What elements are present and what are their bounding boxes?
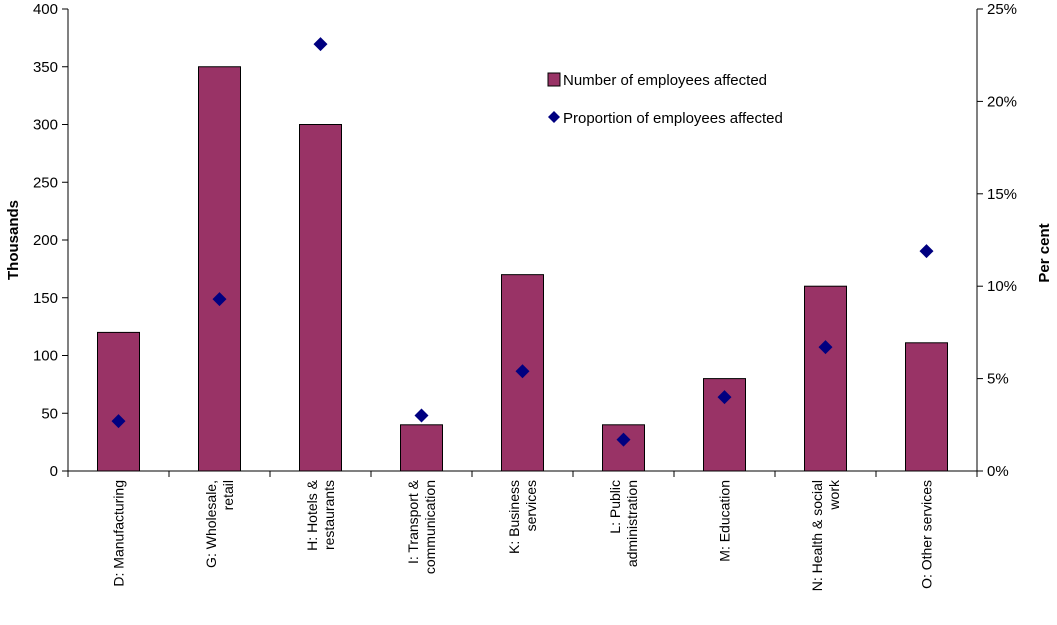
category-label: L: Public [607, 480, 623, 534]
bar [905, 342, 948, 472]
bar [97, 331, 140, 472]
category-label: restaurants [321, 480, 337, 550]
left-tick-label: 350 [33, 59, 58, 76]
left-axis-ticks: 0 50 100 150 200 250 300 350 400 [33, 1, 68, 480]
bar [804, 285, 847, 472]
right-tick-label: 25% [987, 1, 1017, 18]
legend-diamond-swatch [548, 111, 560, 123]
category-labels: D: Manufacturing G: Wholesale, retail H: Ho… [111, 479, 935, 591]
category-label: M: Education [717, 480, 733, 562]
legend-diamond-label: Proportion of employees affected [563, 110, 783, 127]
diamond-point [515, 364, 530, 379]
diamond-point [111, 414, 126, 429]
right-axis-title: Per cent [1036, 223, 1053, 282]
category-label: D: Manufacturing [111, 480, 127, 587]
diamond-point [919, 244, 934, 259]
diamond-point [616, 432, 631, 447]
point-series [111, 37, 934, 447]
legend-bar-swatch [547, 72, 561, 87]
bar [400, 424, 443, 472]
category-label: H: Hotels & [304, 479, 320, 550]
category-label: retail [220, 480, 236, 510]
left-tick-label: 100 [33, 348, 58, 365]
right-tick-label: 20% [987, 93, 1017, 110]
left-tick-label: 0 [50, 463, 58, 480]
left-tick-label: 250 [33, 174, 58, 191]
diamond-point [818, 340, 833, 355]
left-tick-label: 200 [33, 232, 58, 249]
category-label: N: Health & social [809, 480, 825, 591]
bar [198, 66, 241, 472]
left-tick-label: 300 [33, 117, 58, 134]
diamond-point [414, 408, 429, 423]
bar-series [97, 66, 948, 472]
category-label: I: Transport & [405, 479, 421, 564]
category-label: communication [422, 480, 438, 574]
left-tick-label: 400 [33, 1, 58, 18]
category-label: administration [624, 480, 640, 567]
x-axis-ticks [67, 471, 978, 477]
bar [299, 124, 342, 472]
right-axis-ticks: 0% 5% 10% 15% 20% 25% [977, 1, 1017, 480]
left-axis-title: Thousands [5, 200, 22, 280]
right-tick-label: 15% [987, 186, 1017, 203]
category-label: work [826, 479, 842, 511]
category-label: K: Business [506, 480, 522, 554]
left-tick-label: 50 [41, 405, 58, 422]
legend-bar-label: Number of employees affected [563, 72, 767, 89]
legend: Number of employees affected Proportion … [547, 72, 783, 127]
left-tick-label: 150 [33, 290, 58, 307]
bar [602, 424, 645, 472]
category-label: G: Wholesale, [203, 480, 219, 568]
diamond-point [212, 292, 227, 307]
diamond-point [313, 37, 328, 52]
diamond-point [717, 390, 732, 405]
category-label: services [523, 480, 539, 531]
category-label: O: Other services [919, 480, 935, 589]
right-tick-label: 5% [987, 371, 1009, 388]
right-tick-label: 0% [987, 463, 1009, 480]
right-tick-label: 10% [987, 278, 1017, 295]
